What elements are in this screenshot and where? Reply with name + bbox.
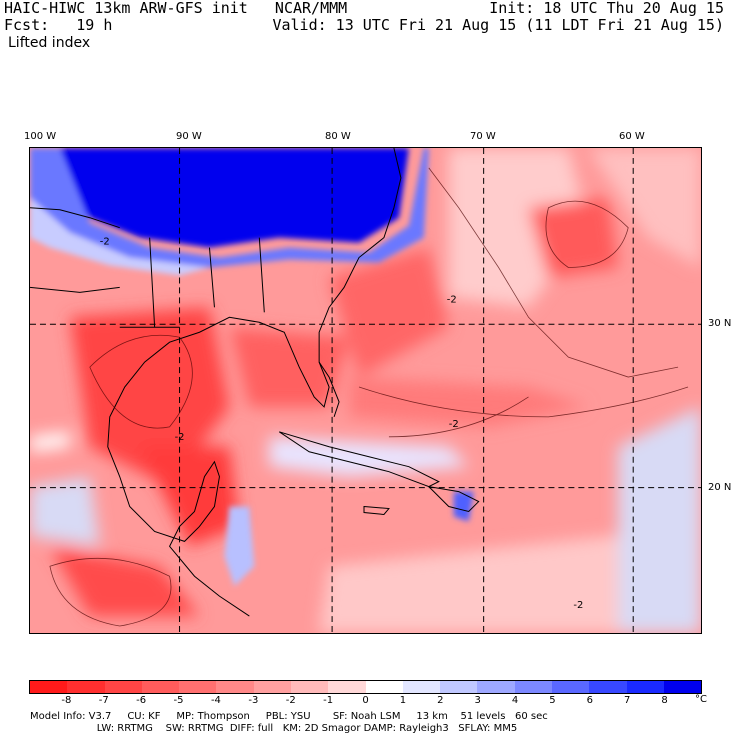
colorbar-segment xyxy=(365,681,403,693)
colorbar-segment xyxy=(477,681,515,693)
colorbar-tick-label: 4 xyxy=(511,695,519,706)
colorbar-segment xyxy=(30,681,68,693)
field-name: Lifted index xyxy=(8,35,91,51)
colorbar-tick-label: 0 xyxy=(362,695,369,706)
contours xyxy=(49,167,689,627)
init-time: Init: 18 UTC Thu 20 Aug 15 xyxy=(489,0,724,17)
colorbar-segment xyxy=(551,681,590,693)
contour-label: -2 xyxy=(447,294,457,305)
map-title: HAIC-HIWC 13km ARW-GFS init NCAR/MMM xyxy=(4,0,348,17)
colorbar-tick-label: -2 xyxy=(285,695,296,706)
colorbar-tick-label: -8 xyxy=(61,695,72,706)
lon-label-70w: 70 W xyxy=(470,131,496,142)
contour-labels: -2 -2 -2 -2 -2 xyxy=(100,237,584,611)
colorbar-segment xyxy=(514,681,552,693)
lon-label-100w: 100 W xyxy=(24,131,57,142)
colorbar-segment xyxy=(67,681,105,693)
colorbar-tick-label: -6 xyxy=(136,695,147,706)
colorbar-tick-label: -7 xyxy=(98,695,109,706)
colorbar-tick-label: 8 xyxy=(661,695,668,706)
lat-label-20n: 20 N xyxy=(708,482,732,493)
colorbar-unit: °C xyxy=(695,694,707,705)
shaded-field xyxy=(30,148,701,633)
colorbar-tick-label: 3 xyxy=(474,695,481,706)
colorbar-segment xyxy=(328,681,366,693)
lon-label-80w: 80 W xyxy=(325,131,351,142)
stable-region xyxy=(30,148,474,587)
lat-label-30n: 30 N xyxy=(708,318,732,329)
contour-label: -2 xyxy=(449,419,459,430)
forecast-hour: Fcst: 19 h xyxy=(4,16,113,34)
colorbar-tick-label: 1 xyxy=(399,695,407,706)
colorbar-segment xyxy=(402,681,441,693)
colorbar-segment xyxy=(104,681,142,693)
colorbar-segment xyxy=(626,681,664,693)
colorbar-segment xyxy=(216,681,254,693)
contour-label: -2 xyxy=(100,237,110,248)
lon-label-90w: 90 W xyxy=(176,131,202,142)
colorbar xyxy=(29,680,702,694)
colorbar-segment xyxy=(141,681,180,693)
colorbar-segment xyxy=(589,681,627,693)
colorbar-tick-label: -5 xyxy=(173,695,184,706)
contour-label: -2 xyxy=(573,600,583,611)
colorbar-tick-label: 6 xyxy=(586,695,594,706)
colorbar-segment xyxy=(179,681,217,693)
colorbar-tick-label: 2 xyxy=(437,695,444,706)
colorbar-segment xyxy=(663,681,702,693)
coastlines xyxy=(30,148,480,617)
colorbar-tick-label: -3 xyxy=(248,695,259,706)
model-info-line-2: LW: RRTMG SW: RRTMG DIFF: full KM: 2D Sm… xyxy=(30,723,518,734)
colorbar-tick-label: -4 xyxy=(210,695,221,706)
colorbar-segment xyxy=(290,681,329,693)
colorbar-segment xyxy=(440,681,478,693)
valid-time: Valid: 13 UTC Fri 21 Aug 15 (11 LDT Fri … xyxy=(272,16,724,34)
lat-lon-grid xyxy=(30,148,701,633)
contour-label: -2 xyxy=(175,432,185,443)
colorbar-tick-label: 5 xyxy=(549,695,556,706)
colorbar-tick-label: -1 xyxy=(323,695,334,706)
model-info-line-1: Model Info: V3.7 CU: KF MP: Thompson PBL… xyxy=(30,711,548,722)
colorbar-segment xyxy=(253,681,291,693)
lifted-index-map: -2 -2 -2 -2 -2 xyxy=(29,147,702,634)
colorbar-tick-label: 7 xyxy=(624,695,631,706)
lon-label-60w: 60 W xyxy=(619,131,645,142)
